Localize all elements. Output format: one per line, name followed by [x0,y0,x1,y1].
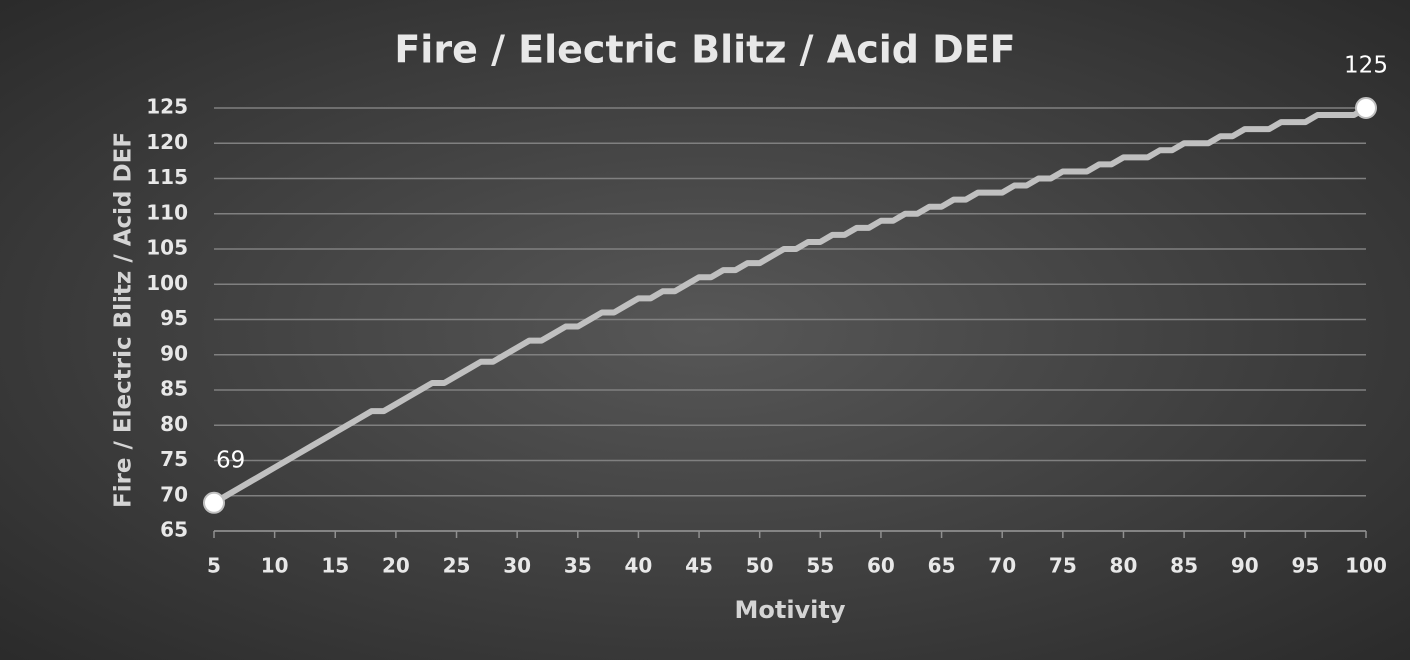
y-tick-label: 120 [146,130,188,154]
y-tick-label: 90 [160,341,188,365]
y-tick-label: 75 [160,447,188,471]
x-tick-label: 100 [1345,554,1387,578]
x-axis-label: Motivity [734,596,845,624]
y-tick-label: 95 [160,306,188,330]
y-tick-label: 80 [160,412,188,436]
x-tick-label: 35 [564,554,592,578]
x-tick-label: 15 [321,554,349,578]
y-axis-label: Fire / Electric Blitz / Acid DEF [111,132,137,508]
x-tick-label: 80 [1110,554,1138,578]
x-tick-label: 95 [1291,554,1319,578]
x-tick-label: 60 [867,554,895,578]
x-tick-label: 50 [746,554,774,578]
end-marker [203,491,225,514]
x-tick-label: 85 [1170,554,1198,578]
x-tick-label: 75 [1049,554,1077,578]
y-tick-label: 110 [146,200,188,224]
x-tick-label: 10 [261,554,289,578]
x-tick-label: 45 [685,554,713,578]
x-tick-label: 25 [443,554,471,578]
x-tick-label: 70 [988,554,1016,578]
data-label: 125 [1344,53,1388,79]
x-tick-label: 30 [503,554,531,578]
y-tick-label: 125 [146,95,188,119]
chart-title: Fire / Electric Blitz / Acid DEF [394,28,1015,72]
x-tick-label: 55 [806,554,834,578]
x-tick-label: 65 [928,554,956,578]
x-tick-label: 5 [207,554,221,578]
y-tick-label: 70 [160,482,188,506]
data-label: 69 [216,447,245,473]
y-tick-label: 65 [160,518,188,542]
data-line [212,105,1368,506]
x-tick-label: 40 [624,554,652,578]
y-tick-label: 100 [146,271,188,295]
y-tick-label: 85 [160,377,188,401]
end-marker [1355,97,1377,119]
y-tick-label: 105 [146,236,188,260]
x-tick-label: 90 [1231,554,1259,578]
y-tick-label: 115 [146,165,188,189]
x-tick-label: 20 [382,554,410,578]
